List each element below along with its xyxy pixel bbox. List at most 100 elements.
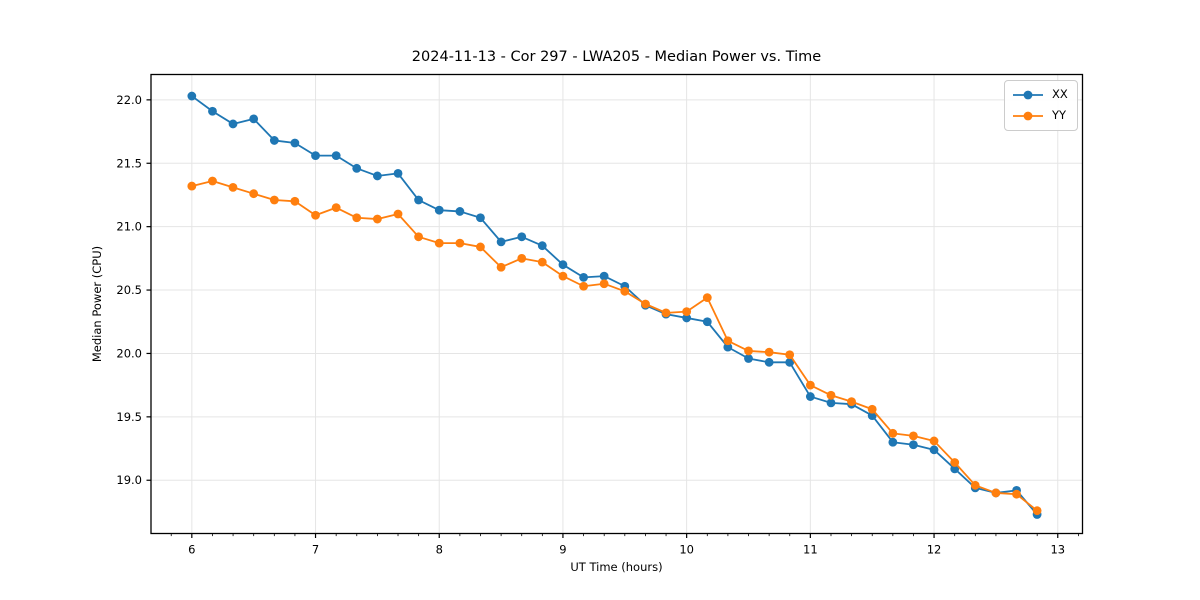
series-xx-marker: [517, 232, 527, 242]
x-tick-label: 8: [436, 543, 443, 557]
legend-line-sample-icon: [1013, 111, 1043, 121]
series-yy-marker: [537, 257, 547, 267]
series-yy-marker: [867, 404, 877, 414]
series-xx-marker: [785, 357, 795, 367]
series-yy-marker: [723, 336, 733, 346]
y-tick-label: 22.0: [116, 93, 142, 107]
series-xx-marker: [455, 207, 465, 216]
legend-item-yy: YY: [1012, 108, 1068, 124]
series-xx-marker: [764, 357, 774, 367]
series-xx-marker: [702, 317, 712, 327]
series-yy-marker: [208, 176, 217, 186]
series-yy-marker: [744, 346, 753, 356]
series-xx-line: [190, 95, 1039, 516]
series-xx-marker: [537, 241, 547, 251]
series-yy-marker: [950, 458, 960, 467]
series-yy-marker: [455, 238, 465, 248]
x-tick-label: 12: [927, 543, 942, 557]
series-yy-marker: [847, 397, 856, 407]
series-yy-marker: [888, 428, 898, 438]
series-yy-marker: [476, 242, 485, 252]
series-yy-marker: [1032, 506, 1042, 516]
series-xx-marker: [744, 354, 753, 363]
series-xx-marker: [249, 114, 259, 124]
series-yy-marker: [991, 488, 1001, 498]
series-xx-marker: [208, 106, 217, 116]
series-xx-marker: [950, 464, 960, 474]
series-yy-marker: [1012, 489, 1021, 499]
series-xx: [187, 91, 1042, 519]
series-xx-marker: [228, 119, 238, 129]
series-xx-marker: [805, 392, 815, 401]
series-yy-marker: [620, 286, 630, 296]
x-axis-minor-ticks: [170, 533, 1079, 537]
series-xx-marker: [476, 213, 485, 223]
chart-title: 2024-11-13 - Cor 297 - LWA205 - Median P…: [411, 49, 822, 65]
x-tick-label: 9: [559, 543, 566, 557]
series-yy-marker: [702, 293, 712, 303]
series-yy-marker: [661, 308, 671, 318]
y-tick-label: 20.5: [116, 283, 142, 297]
series-yy-marker: [372, 214, 382, 224]
series-xx-marker: [867, 411, 877, 420]
series-yy-marker: [785, 350, 795, 360]
series-xx-marker: [558, 260, 568, 270]
x-tick-label: 7: [312, 543, 319, 557]
series-yy: [187, 176, 1042, 516]
series-xx-marker: [888, 437, 898, 447]
y-tick-label: 19.5: [116, 410, 142, 424]
x-tick-label: 10: [679, 543, 694, 557]
y-tick-label: 21.5: [116, 156, 142, 170]
series-xx-marker: [372, 171, 382, 181]
series-yy-marker: [579, 281, 588, 291]
series-xx-marker: [290, 138, 300, 148]
grid: [151, 74, 1083, 534]
series-yy-marker: [641, 299, 650, 309]
series-yy-marker: [517, 253, 527, 263]
series-yy-marker: [249, 189, 259, 199]
y-tick-label: 20.0: [116, 346, 142, 360]
series-xx-marker: [393, 169, 403, 178]
legend-line-sample-icon: [1013, 90, 1043, 100]
series-xx-marker: [929, 445, 939, 455]
series-yy-marker: [393, 209, 403, 219]
series-yy-marker: [496, 262, 506, 272]
series-yy-marker: [908, 431, 918, 441]
series-xx-marker: [331, 151, 341, 161]
y-axis-ticks: 19.0 19.5 20.0 20.5 21.0 21.5 22.0: [116, 93, 151, 487]
x-axis-label: UT Time (hours): [570, 560, 663, 574]
series-yy-marker: [682, 307, 692, 317]
x-tick-label: 13: [1050, 543, 1065, 557]
legend-item-xx: XX: [1012, 87, 1068, 103]
series-xx-marker: [599, 271, 609, 281]
series-yy-marker: [228, 182, 238, 192]
y-tick-label: 21.0: [116, 220, 142, 234]
series-xx-marker: [187, 91, 197, 101]
series-yy-marker: [311, 210, 320, 220]
legend-label: YY: [1052, 108, 1067, 123]
y-tick-label: 19.0: [116, 473, 142, 487]
series-xx-marker: [723, 342, 733, 352]
series-yy-marker: [599, 279, 609, 289]
series-xx-marker: [496, 237, 506, 247]
series-yy-marker: [764, 347, 774, 357]
series-yy-marker: [970, 480, 980, 490]
series-yy-marker: [352, 213, 362, 223]
series-xx-marker: [826, 398, 836, 408]
series-yy-marker: [331, 203, 341, 213]
series-xx-marker: [434, 205, 444, 215]
series-yy-marker: [558, 271, 568, 281]
series-yy-marker: [290, 196, 300, 206]
x-tick-label: 11: [803, 543, 818, 557]
series-xx-marker: [579, 272, 588, 282]
series-xx-marker: [269, 136, 279, 145]
series-yy-marker: [826, 390, 836, 400]
series-yy-marker: [269, 195, 279, 205]
series-xx-marker: [352, 163, 362, 173]
series-xx-marker: [908, 440, 918, 450]
legend-label: XX: [1052, 87, 1068, 102]
y-axis-label: Median Power (CPU): [90, 245, 104, 363]
series-yy-marker: [414, 232, 423, 242]
